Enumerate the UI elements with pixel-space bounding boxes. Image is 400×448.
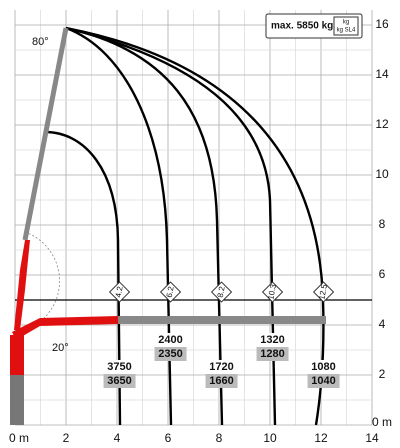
load-sl4: 1280 [260,348,284,360]
curve [65,26,277,426]
load: 1720 [209,361,233,373]
x-axis-label: 0 m [9,431,29,445]
outreach-label: 4.2 [114,285,125,298]
load-sl4: 2350 [158,348,182,360]
x-axis-label: 14 [365,431,379,445]
unit: kg [343,20,349,26]
max-load: max. 5850 kg [271,21,333,32]
curves [44,26,325,426]
unit: kg SL4 [337,28,356,34]
boom [118,316,326,324]
unit-box [333,16,359,36]
outreach-label: 8.2 [216,285,227,298]
outreach-marker [159,281,182,303]
load-box [307,360,340,374]
legend: max. 5850 kg kg kg SL4 [265,13,363,39]
curve [65,26,224,426]
load: 3750 [107,361,131,373]
outreach-label: 10.3 [266,283,278,300]
arc [24,231,60,331]
grid [14,10,373,426]
load-sl4: 1660 [209,375,233,387]
load-box-sl4 [154,347,187,361]
load: 2400 [158,334,182,346]
load-box-sl4 [103,374,136,388]
y-axis-label: 14 [375,67,389,81]
boom-base [14,240,30,330]
boom [22,27,69,241]
column-body [10,335,24,375]
load-box [205,360,238,374]
load-box-sl4 [256,347,289,361]
outreach-label: 12.5 [317,283,329,300]
angle-label: 80° [32,36,49,48]
x-axis-label: 2 [63,431,70,445]
x-axis-label: 8 [216,431,223,445]
column-foot [10,375,24,425]
boom-base [12,316,118,340]
x-axis-label: 6 [165,431,172,445]
angle-label: 20° [52,342,69,354]
curve [65,26,173,426]
x-axis-label: 12 [314,431,328,445]
labels: 0 m 2 4 6 8 10 12 14 0 m 2 4 6 8 10 12 14 16 4.2 6.2 8.2 10.… [9,17,392,445]
load: 1320 [260,334,284,346]
curve [44,130,122,426]
y-axis-label: 4 [379,317,386,331]
y-axis-label: 2 [379,367,386,381]
outreach-marker [108,281,131,303]
outreach-label: 6.2 [165,285,176,298]
boom-raised [14,27,69,330]
boom-horizontal [12,316,326,340]
outreach-marker [312,281,335,303]
load: 1080 [311,361,335,373]
x-axis-label: 10 [263,431,277,445]
y-axis-label: 16 [375,17,389,31]
column [10,335,24,425]
x-axis-label: 4 [114,431,121,445]
load-sl4: 1040 [311,375,335,387]
y-axis-label: 8 [379,217,386,231]
y-axis-label: 0 m [372,415,392,429]
load-box [103,360,136,374]
load-box-sl4 [205,374,238,388]
outreach-marker [210,281,233,303]
load-box [256,333,289,347]
outreach-marker [261,281,284,303]
load-box-sl4 [307,374,340,388]
load-sl4: 3650 [107,375,131,387]
y-axis-label: 12 [375,117,389,131]
load-box [154,333,187,347]
y-axis-label: 6 [379,267,386,281]
y-axis-label: 10 [375,167,389,181]
